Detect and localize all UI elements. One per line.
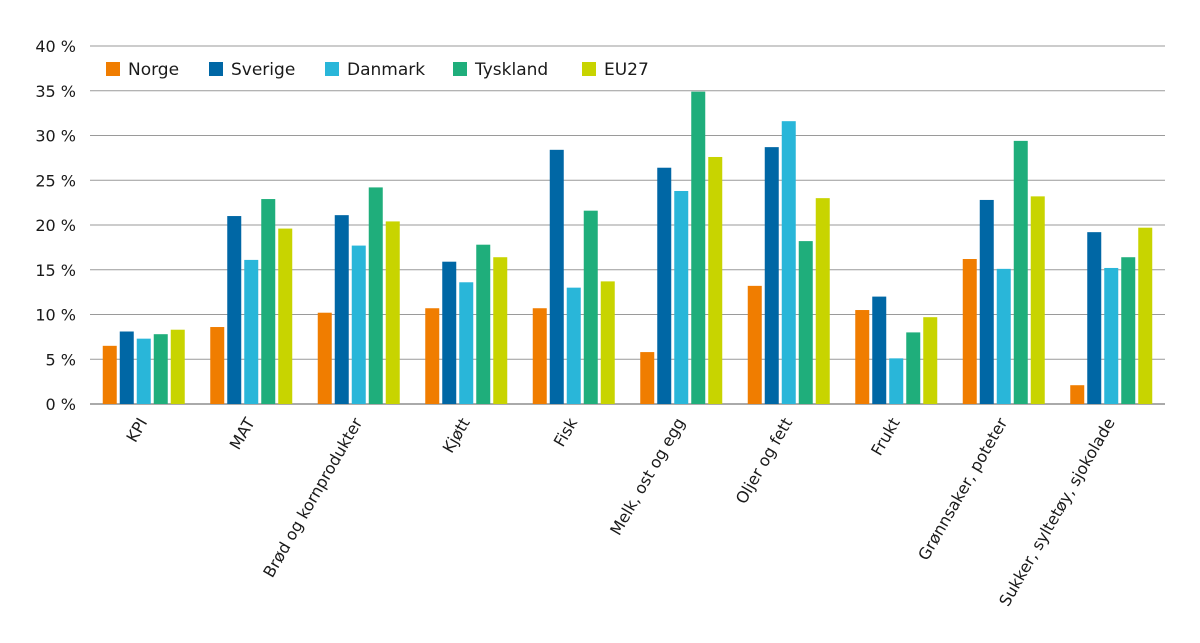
bar-sverige-8 [979,199,994,404]
x-category-label: Brød og kornprodukter [259,414,366,581]
bar-tyskland-3 [476,244,491,404]
y-tick-label: 25 % [35,171,76,190]
bar-norge-6 [747,285,762,404]
bar-tyskland-8 [1013,140,1028,404]
x-category-label: Fisk [550,414,582,450]
bar-danmark-8 [996,268,1011,404]
x-category-label: KPI [122,415,151,446]
bar-sverige-1 [227,216,242,404]
bar-norge-0 [102,345,117,404]
bar-tyskland-4 [583,210,598,404]
bar-norge-5 [640,352,655,404]
bar-danmark-6 [781,121,796,405]
legend-label: Norge [128,60,179,80]
legend-swatch [209,62,223,76]
legend-label: Tyskland [474,60,548,80]
bar-tyskland-9 [1121,257,1136,404]
bar-sverige-3 [442,261,457,404]
bar-sverige-0 [119,331,134,404]
bar-eu27-4 [600,281,615,404]
legend-swatch [453,62,467,76]
bar-norge-9 [1070,385,1085,404]
bars [102,91,1153,405]
bar-danmark-5 [674,190,689,404]
x-axis-category-labels: KPI MAT Brød og kornprodukter Kjøtt Fisk Melk… [122,414,1118,610]
x-category-label: Grønnsaker, poteter [914,414,1011,563]
legend-label: Danmark [347,60,425,80]
bar-eu27-6 [815,198,830,404]
y-tick-label: 20 % [35,216,76,235]
bar-danmark-0 [136,338,151,404]
bar-tyskland-7 [906,332,921,404]
y-tick-label: 35 % [35,82,76,101]
y-tick-label: 30 % [35,127,76,146]
x-category-label: Melk, ost og egg [606,415,689,539]
bar-danmark-7 [889,358,904,404]
bar-eu27-1 [278,228,293,404]
legend: Norge Sverige Danmark Tyskland EU27 [106,60,649,80]
legend-label: Sverige [231,60,295,80]
bar-sverige-2 [334,215,349,404]
legend-item-sverige: Sverige [209,60,295,80]
y-tick-label: 5 % [46,350,76,369]
y-axis-tick-labels: 0 % 5 % 10 % 15 % 20 % 25 % 30 % 35 % 40 % [35,37,76,414]
bar-danmark-1 [244,259,259,404]
legend-swatch [106,62,120,76]
bar-tyskland-5 [691,91,706,405]
y-tick-label: 0 % [46,395,76,414]
legend-swatch [325,62,339,76]
legend-swatch [582,62,596,76]
bar-sverige-6 [764,147,779,404]
bar-tyskland-2 [368,187,383,404]
bar-eu27-3 [493,257,508,404]
bar-tyskland-0 [153,334,168,404]
bar-sverige-5 [657,167,672,404]
bar-eu27-2 [385,221,400,404]
bar-tyskland-6 [798,241,813,404]
x-category-label: Frukt [867,415,904,459]
bar-sverige-7 [872,296,887,404]
bar-eu27-5 [708,156,723,404]
bar-danmark-3 [459,282,474,404]
bar-norge-2 [317,312,332,404]
bar-eu27-8 [1030,196,1045,404]
bar-danmark-4 [566,287,581,404]
bar-tyskland-1 [261,199,276,404]
legend-label: EU27 [604,60,649,80]
legend-item-danmark: Danmark [325,60,425,80]
y-tick-label: 40 % [35,37,76,56]
legend-item-eu27: EU27 [582,60,649,80]
bar-eu27-9 [1138,227,1153,404]
bar-norge-8 [962,259,977,404]
bar-sverige-9 [1087,232,1102,404]
bar-danmark-9 [1104,267,1119,404]
legend-item-tyskland: Tyskland [453,60,548,80]
x-category-label: Kjøtt [439,415,474,457]
y-tick-label: 10 % [35,306,76,325]
bar-norge-3 [425,308,440,404]
legend-item-norge: Norge [106,60,179,80]
bar-norge-1 [210,327,225,404]
bar-danmark-2 [351,245,366,404]
bar-norge-4 [532,308,547,404]
x-category-label: Sukker, syltetøy, sjokolade [995,415,1119,610]
x-category-label: Oljer og fett [732,415,796,508]
x-category-label: MAT [226,414,259,453]
bar-sverige-4 [549,149,564,404]
bar-norge-7 [855,310,870,404]
bar-eu27-0 [170,329,185,404]
bar-eu27-7 [923,317,938,404]
y-tick-label: 15 % [35,261,76,280]
